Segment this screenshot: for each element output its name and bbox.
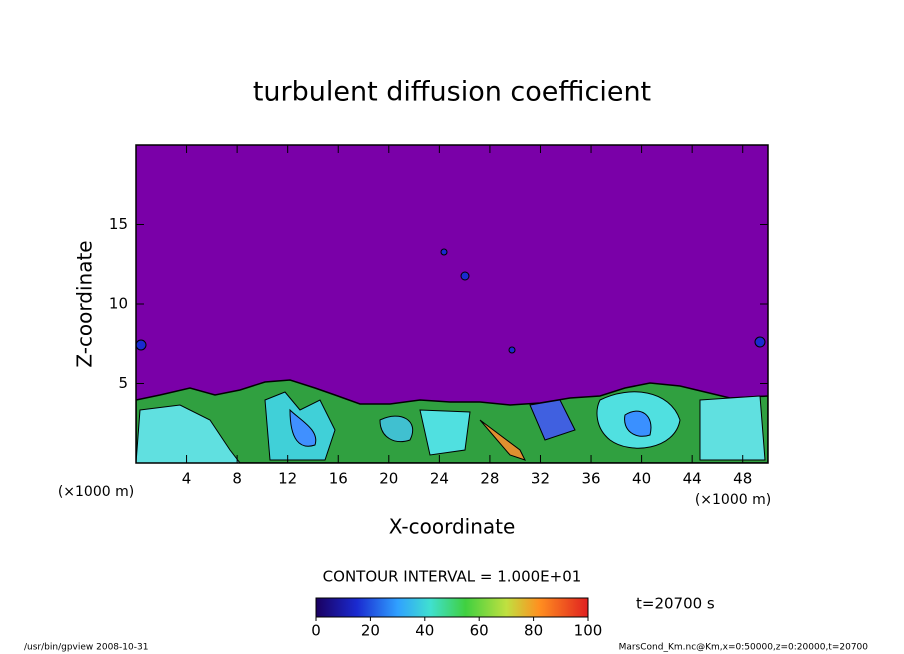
x-axis-label: X-coordinate — [389, 515, 516, 539]
x-tick-label: 28 — [480, 470, 499, 488]
colorbar — [315, 597, 589, 618]
y-unit: (×1000 m) — [58, 484, 134, 500]
footer-left: /usr/bin/gpview 2008-10-31 — [24, 643, 148, 653]
x-tick-label: 24 — [430, 470, 449, 488]
x-tick-label: 4 — [182, 470, 192, 488]
x-tick-label: 44 — [683, 470, 702, 488]
x-tick-label: 48 — [733, 470, 752, 488]
x-tick-label: 32 — [531, 470, 550, 488]
y-tick-label: 10 — [109, 295, 128, 313]
colorbar-tick-label: 80 — [524, 622, 543, 640]
colorbar-tick-label: 100 — [574, 622, 603, 640]
contour-interval: CONTOUR INTERVAL = 1.000E+01 — [323, 568, 582, 586]
x-tick-label: 8 — [232, 470, 242, 488]
y-tick-label: 15 — [109, 215, 128, 233]
y-axis-label: Z-coordinate — [73, 240, 97, 367]
x-tick-label: 20 — [379, 470, 398, 488]
y-tick-label: 5 — [118, 374, 128, 392]
x-tick-label: 12 — [278, 470, 297, 488]
x-tick-label: 36 — [581, 470, 600, 488]
footer-right: MarsCond_Km.nc@Km,x=0:50000,z=0:20000,t=… — [619, 643, 869, 653]
colorbar-tick-label: 40 — [415, 622, 434, 640]
x-tick-label: 40 — [632, 470, 651, 488]
contour-field — [136, 145, 768, 463]
chart-title: turbulent diffusion coefficient — [253, 77, 651, 108]
colorbar-tick-label: 20 — [361, 622, 380, 640]
x-unit: (×1000 m) — [695, 492, 771, 508]
time-label: t=20700 s — [636, 595, 715, 613]
colorbar-tick-label: 0 — [311, 622, 321, 640]
x-tick-label: 16 — [329, 470, 348, 488]
colorbar-tick-label: 60 — [470, 622, 489, 640]
